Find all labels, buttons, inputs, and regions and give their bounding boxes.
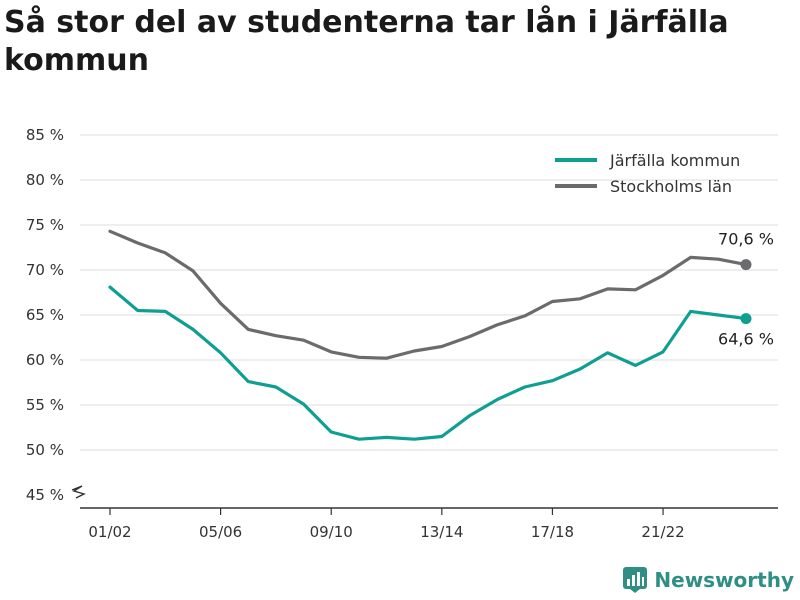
- x-tick-label: 01/02: [88, 523, 131, 541]
- newsworthy-icon: [623, 567, 648, 593]
- y-tick-label: 85 %: [26, 126, 64, 144]
- x-axis-ticks: 01/02 05/06 09/10 13/14 17/18 21/22: [88, 508, 685, 541]
- x-tick-label: 05/06: [199, 523, 242, 541]
- y-axis-labels: 45 % 50 % 55 % 60 % 65 % 70 % 75 % 80 % 85 %: [26, 126, 64, 504]
- series-lines: [108, 229, 748, 441]
- end-label-stockholm: 70,6 %: [718, 230, 774, 249]
- x-tick-label: 13/14: [420, 523, 463, 541]
- series-line-jarfalla: [108, 285, 748, 441]
- legend-label-jarfalla: Järfälla kommun: [609, 151, 740, 170]
- y-tick-label: 70 %: [26, 261, 64, 279]
- y-tick-label: 80 %: [26, 171, 64, 189]
- x-tick-label: 09/10: [310, 523, 353, 541]
- y-tick-label: 75 %: [26, 216, 64, 234]
- endpoint-jarfalla: [740, 313, 752, 325]
- endpoint-stockholm: [740, 259, 752, 271]
- gridlines: [80, 134, 778, 451]
- x-tick-label: 21/22: [641, 523, 684, 541]
- end-points: 64,6 % 70,6 %: [718, 230, 774, 349]
- series-line-stockholm: [108, 229, 748, 360]
- end-label-jarfalla: 64,6 %: [718, 330, 774, 349]
- y-tick-label: 50 %: [26, 441, 64, 459]
- axis-break-icon: [71, 485, 86, 499]
- y-tick-label: 45 %: [26, 486, 64, 504]
- brand-logo: Newsworthy: [622, 566, 794, 594]
- brand-name: Newsworthy: [654, 568, 794, 592]
- y-tick-label: 55 %: [26, 396, 64, 414]
- chart-title: Så stor del av studenterna tar lån i Jär…: [4, 5, 729, 78]
- legend-label-stockholm: Stockholms län: [610, 177, 732, 196]
- y-tick-label: 65 %: [26, 306, 64, 324]
- legend: Järfälla kommun Stockholms län: [555, 151, 740, 196]
- x-tick-label: 17/18: [531, 523, 574, 541]
- y-tick-label: 60 %: [26, 351, 64, 369]
